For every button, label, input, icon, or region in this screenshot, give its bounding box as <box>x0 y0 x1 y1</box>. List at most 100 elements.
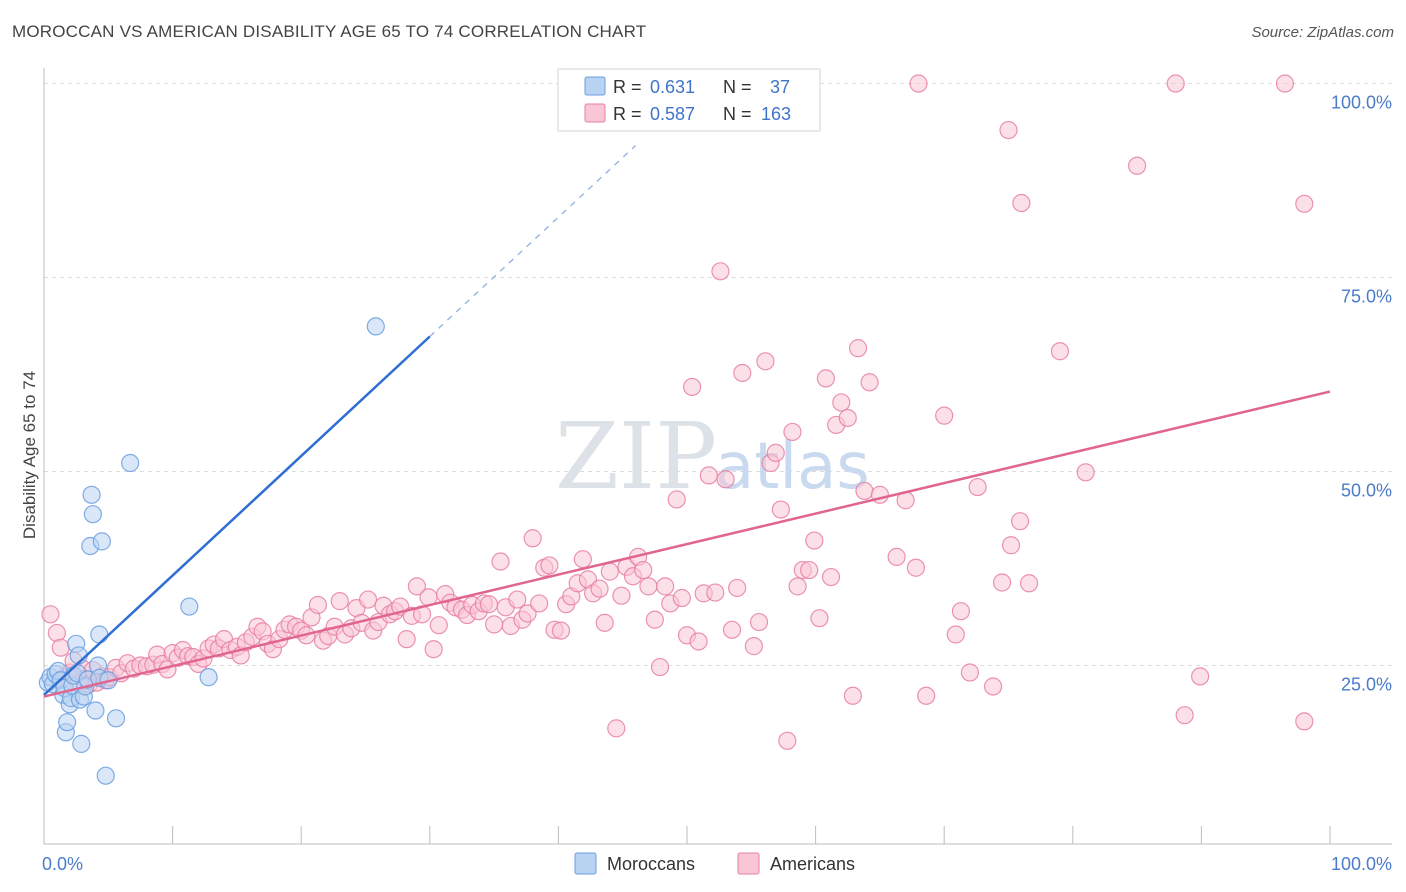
point-moroccans-36 <box>366 317 385 336</box>
point-americans-52 <box>308 595 328 615</box>
point-americans-120 <box>683 377 702 397</box>
point-americans-149 <box>848 339 868 358</box>
trend-line-americans <box>43 390 1331 698</box>
point-americans-125 <box>711 262 730 281</box>
stats-r-label-americans: R = <box>613 104 642 124</box>
point-americans-176 <box>1175 706 1194 725</box>
point-americans-111 <box>634 560 653 580</box>
point-americans-164 <box>935 406 954 425</box>
legend-swatch-moroccans <box>574 852 597 875</box>
point-moroccans-28 <box>92 532 111 551</box>
point-americans-171 <box>1001 536 1021 555</box>
stats-r-value-moroccans: 0.631 <box>650 77 695 97</box>
point-americans-113 <box>645 610 664 629</box>
point-americans-90 <box>518 604 537 623</box>
point-americans-92 <box>530 594 549 613</box>
point-americans-147 <box>838 408 857 428</box>
point-moroccans-18 <box>72 734 91 753</box>
stats-n-value-moroccans: 37 <box>770 77 790 97</box>
data-points <box>38 74 1314 785</box>
x-tick-label-min: 0.0% <box>42 854 83 874</box>
point-americans-144 <box>821 567 841 587</box>
chart-title: MOROCCAN VS AMERICAN DISABILITY AGE 65 T… <box>12 22 647 41</box>
point-americans-155 <box>1127 156 1147 175</box>
point-americans-96 <box>551 621 571 640</box>
point-americans-167 <box>960 663 980 682</box>
y-axis-title: Disability Age 65 to 74 <box>20 371 39 539</box>
point-americans-117 <box>667 490 686 509</box>
point-americans-169 <box>983 677 1003 696</box>
point-americans-123 <box>699 466 718 485</box>
point-americans-85 <box>491 552 510 571</box>
point-moroccans-32 <box>106 709 126 728</box>
point-americans-142 <box>810 609 829 628</box>
point-americans-148 <box>843 686 862 705</box>
point-americans-73 <box>424 640 443 659</box>
stats-n-label-moroccans: N = <box>723 77 752 97</box>
point-moroccans-23 <box>82 485 101 504</box>
point-americans-172 <box>1010 512 1030 531</box>
point-americans-103 <box>590 579 609 598</box>
point-americans-129 <box>733 363 752 383</box>
point-americans-151 <box>860 373 879 392</box>
point-moroccans-29 <box>90 625 109 644</box>
watermark: ZIP atlas <box>555 403 870 510</box>
chart-source: Source: ZipAtlas.com <box>1251 24 1394 41</box>
point-americans-140 <box>800 560 819 580</box>
point-americans-91 <box>523 529 542 548</box>
point-americans-163 <box>917 686 936 705</box>
point-moroccans-25 <box>86 701 105 720</box>
y-tick-label-25: 25.0% <box>1341 675 1392 695</box>
point-americans-100 <box>573 550 592 569</box>
y-tick-label-100: 100.0% <box>1331 93 1392 113</box>
point-americans-2 <box>51 638 70 657</box>
point-americans-131 <box>749 612 769 632</box>
point-americans-166 <box>951 602 971 621</box>
point-americans-83 <box>479 595 499 614</box>
point-americans-178 <box>1295 712 1314 731</box>
point-americans-130 <box>744 637 763 656</box>
point-americans-177 <box>1191 667 1210 686</box>
point-moroccans-34 <box>180 597 199 616</box>
legend-label-americans: Americans <box>770 854 855 874</box>
point-americans-168 <box>968 477 987 497</box>
point-americans-68 <box>397 630 416 649</box>
point-americans-74 <box>429 616 448 635</box>
point-americans-154 <box>1012 193 1031 213</box>
point-americans-170 <box>992 573 1012 592</box>
point-americans-107 <box>612 586 631 605</box>
point-americans-157 <box>1275 74 1295 93</box>
trend-lines <box>43 145 1331 698</box>
point-americans-152 <box>909 74 928 93</box>
point-americans-156 <box>1166 74 1185 93</box>
point-americans-124 <box>706 583 725 602</box>
point-americans-134 <box>766 443 785 462</box>
point-americans-112 <box>639 577 658 596</box>
point-americans-56 <box>330 592 349 611</box>
point-americans-153 <box>999 120 1018 140</box>
point-americans-88 <box>508 590 527 609</box>
point-americans-175 <box>1076 463 1095 482</box>
point-americans-161 <box>887 547 906 566</box>
legend-label-moroccans: Moroccans <box>607 854 695 874</box>
stats-swatch-moroccans <box>584 76 606 96</box>
point-moroccans-24 <box>83 505 102 524</box>
stats-r-value-americans: 0.587 <box>650 104 695 124</box>
x-tick-label-max: 100.0% <box>1331 854 1392 874</box>
y-tick-labels: 25.0% 50.0% 75.0% 100.0% <box>1331 93 1392 695</box>
trend-line-moroccans <box>43 335 431 696</box>
point-americans-150 <box>855 481 874 501</box>
point-americans-0 <box>41 605 60 624</box>
stats-n-value-americans: 163 <box>761 104 791 124</box>
point-americans-70 <box>407 577 427 596</box>
point-moroccans-30 <box>96 766 115 785</box>
series-legend: Moroccans Americans <box>574 852 855 875</box>
y-tick-label-50: 50.0% <box>1341 481 1392 501</box>
point-americans-162 <box>906 558 926 577</box>
point-americans-132 <box>756 352 775 371</box>
point-americans-105 <box>600 562 619 581</box>
point-americans-127 <box>722 620 742 639</box>
point-americans-94 <box>540 556 559 575</box>
point-americans-106 <box>607 719 626 738</box>
